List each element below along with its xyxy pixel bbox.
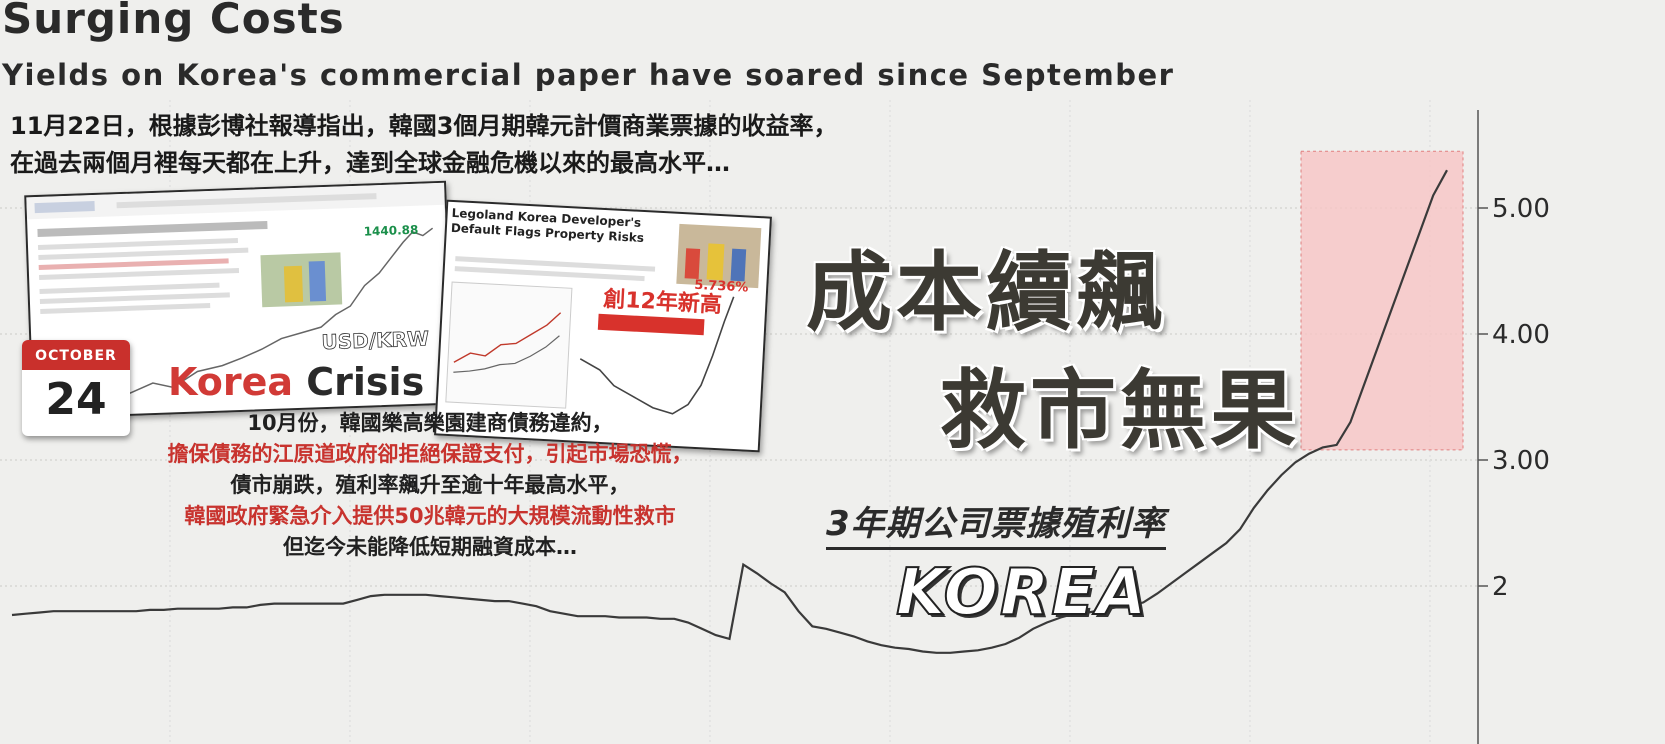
commercial-paper-yield-line — [11, 169, 1448, 654]
crisis-korea-word: Korea — [168, 360, 294, 404]
story-line: 但迄今未能降低短期融資成本… — [283, 535, 577, 559]
headline-rescue-failed: 救市無果 — [940, 361, 1300, 461]
usdkrw-ticker: USD/KRW — [321, 326, 429, 354]
crisis-word: Crisis — [306, 360, 425, 404]
legoland-badge: 創12年新高 — [603, 286, 723, 318]
legoland-headline: Legoland Korea Developer's Default Flags… — [450, 205, 645, 246]
korea-logo: KOREA — [895, 555, 1149, 631]
chart-title: Surging Costs — [2, 0, 345, 43]
story-line: 債市崩跌，殖利率飆升至逾十年最高水平， — [230, 473, 630, 497]
y-tick-label: 2 — [1492, 572, 1509, 602]
intro-line: 在過去兩個月裡每天都在上升，達到全球金融危機以來的最高水平… — [10, 149, 730, 177]
surge-highlight-box — [1300, 150, 1464, 451]
calendar-day: 24 — [45, 374, 107, 425]
legoland-mini-chart: Legoland Korea Developer's Default Flags… — [445, 205, 762, 415]
intro-line: 11月22日，根據彭博社報導指出，韓國3個月期韓元計價商業票據的收益率， — [10, 112, 838, 140]
chart-caption: 3年期公司票據殖利率 — [826, 496, 1166, 550]
intro-text: 11月22日，根據彭博社報導指出，韓國3個月期韓元計價商業票據的收益率， 在過去… — [10, 108, 838, 182]
news-thumbnail-legoland: Legoland Korea Developer's Default Flags… — [434, 199, 772, 453]
headline-costs-surge: 成本續飆 — [806, 243, 1166, 343]
korea-crisis-label: Korea Crisis — [168, 360, 424, 404]
story-paragraph: 10月份，韓國樂高樂園建商債務違約， 擔保債務的江原道政府卻拒絕保證支付，引起市… — [60, 408, 800, 563]
y-axis-ticks: 5.00 4.00 3.00 2 — [1478, 194, 1550, 602]
y-tick-label: 4.00 — [1492, 320, 1550, 350]
usdkrw-mini-chart: 1440.88 USD/KRW — [26, 182, 445, 395]
calendar-month: OCTOBER — [22, 340, 130, 370]
calendar-icon: OCTOBER 24 — [22, 340, 130, 436]
y-tick-label: 3.00 — [1492, 446, 1550, 476]
legoland-value: 5.736% — [694, 278, 749, 296]
news-thumbnail-usdkrw: 1440.88 USD/KRW — [24, 180, 454, 420]
story-line-highlight: 韓國政府緊急介入提供50兆韓元的大規模流動性救市 — [184, 504, 676, 528]
chart-subtitle: Yields on Korea's commercial paper have … — [2, 58, 1175, 92]
y-tick-label: 5.00 — [1492, 194, 1550, 224]
story-line-highlight: 擔保債務的江原道政府卻拒絕保證支付，引起市場恐慌， — [167, 442, 693, 466]
story-line: 10月份，韓國樂高樂園建商債務違約， — [247, 411, 613, 435]
usdkrw-value: 1440.88 — [363, 223, 418, 239]
